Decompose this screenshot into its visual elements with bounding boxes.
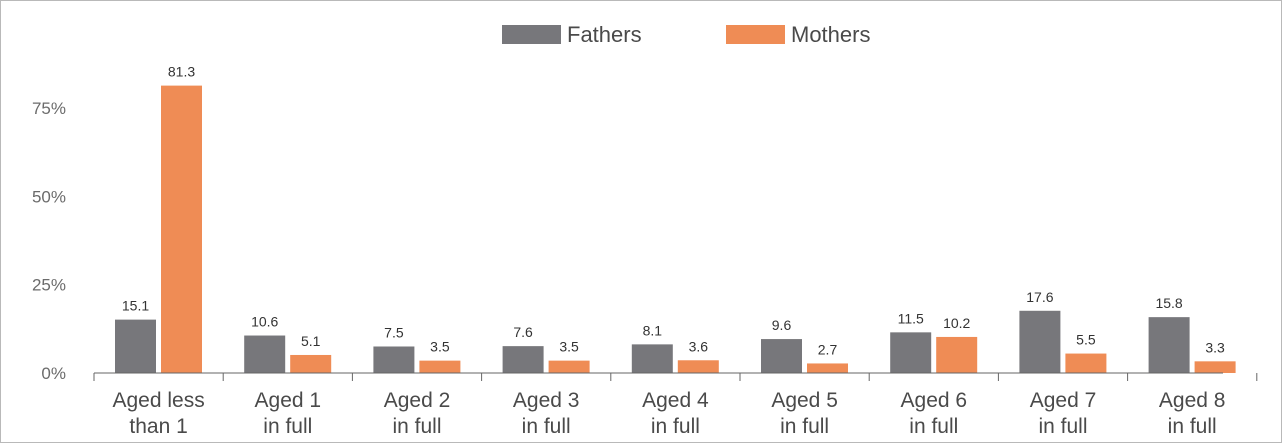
- bar-fathers: [761, 339, 802, 373]
- category-label: Aged 7 in full: [1030, 389, 1097, 438]
- data-label-mothers: 3.5: [430, 339, 450, 355]
- bar-mothers: [1065, 353, 1107, 373]
- category-label: Aged 6 in full: [901, 389, 968, 438]
- bar-fathers: [1019, 310, 1061, 373]
- bar-mothers: [419, 360, 461, 373]
- category-label: Aged 8 in full: [1159, 389, 1226, 438]
- bar-mothers: [677, 360, 719, 373]
- data-label-fathers: 9.6: [772, 317, 792, 333]
- data-label-mothers: 5.5: [1076, 332, 1096, 348]
- category-label: Aged less than 1: [112, 389, 204, 438]
- category-label: Aged 3 in full: [513, 389, 580, 438]
- data-label-fathers: 7.6: [513, 324, 533, 340]
- bar-mothers: [1194, 361, 1236, 373]
- legend-label-fathers: Fathers: [567, 22, 642, 47]
- bar-mothers: [936, 336, 978, 373]
- legend: Fathers Mothers: [502, 22, 870, 47]
- y-tick-label: 0%: [41, 364, 66, 383]
- bar-fathers: [244, 335, 286, 373]
- bar-mothers: [548, 360, 590, 373]
- bar-fathers: [373, 346, 415, 373]
- bar-mothers: [161, 85, 202, 374]
- data-label-fathers: 8.1: [643, 322, 663, 338]
- data-label-fathers: 10.6: [251, 314, 278, 330]
- category-label: Aged 2 in full: [384, 389, 451, 438]
- category-label: Aged 4 in full: [642, 389, 709, 438]
- bars: 15.1 81.3 10.6 5.1 7.5 3.5 7.6 3.5 8.1 3.6 9.6 2.7 1…: [115, 64, 1236, 374]
- bar-fathers: [631, 344, 673, 373]
- data-label-fathers: 15.8: [1155, 295, 1182, 311]
- category-label: Aged 5 in full: [771, 389, 838, 438]
- data-label-mothers: 10.2: [943, 315, 970, 331]
- data-label-fathers: 11.5: [898, 310, 924, 326]
- legend-label-mothers: Mothers: [791, 22, 870, 47]
- data-label-fathers: 7.5: [384, 324, 404, 340]
- bar-mothers: [290, 354, 332, 373]
- x-axis: Aged less than 1 Aged 1 in full Aged 2 in ful…: [93, 372, 1258, 438]
- y-axis: 0% 25% 50% 75%: [32, 99, 66, 383]
- bar-fathers: [1148, 317, 1190, 373]
- legend-swatch-mothers: [726, 25, 785, 44]
- data-label-fathers: 15.1: [122, 298, 149, 314]
- bar-mothers: [807, 363, 848, 373]
- y-tick-label: 50%: [32, 187, 66, 206]
- legend-swatch-fathers: [502, 25, 561, 44]
- data-label-fathers: 17.6: [1026, 289, 1053, 305]
- data-label-mothers: 3.3: [1205, 339, 1225, 355]
- data-label-mothers: 81.3: [168, 64, 195, 80]
- data-label-mothers: 3.5: [559, 339, 579, 355]
- y-tick-label: 25%: [32, 276, 66, 295]
- bar-fathers: [890, 332, 932, 373]
- data-label-mothers: 5.1: [301, 333, 321, 349]
- category-label: Aged 1 in full: [255, 389, 322, 438]
- y-tick-label: 75%: [32, 99, 66, 118]
- data-label-mothers: 2.7: [818, 341, 838, 357]
- data-label-mothers: 3.6: [689, 338, 709, 354]
- bar-fathers: [115, 319, 156, 373]
- bar-fathers: [502, 346, 544, 373]
